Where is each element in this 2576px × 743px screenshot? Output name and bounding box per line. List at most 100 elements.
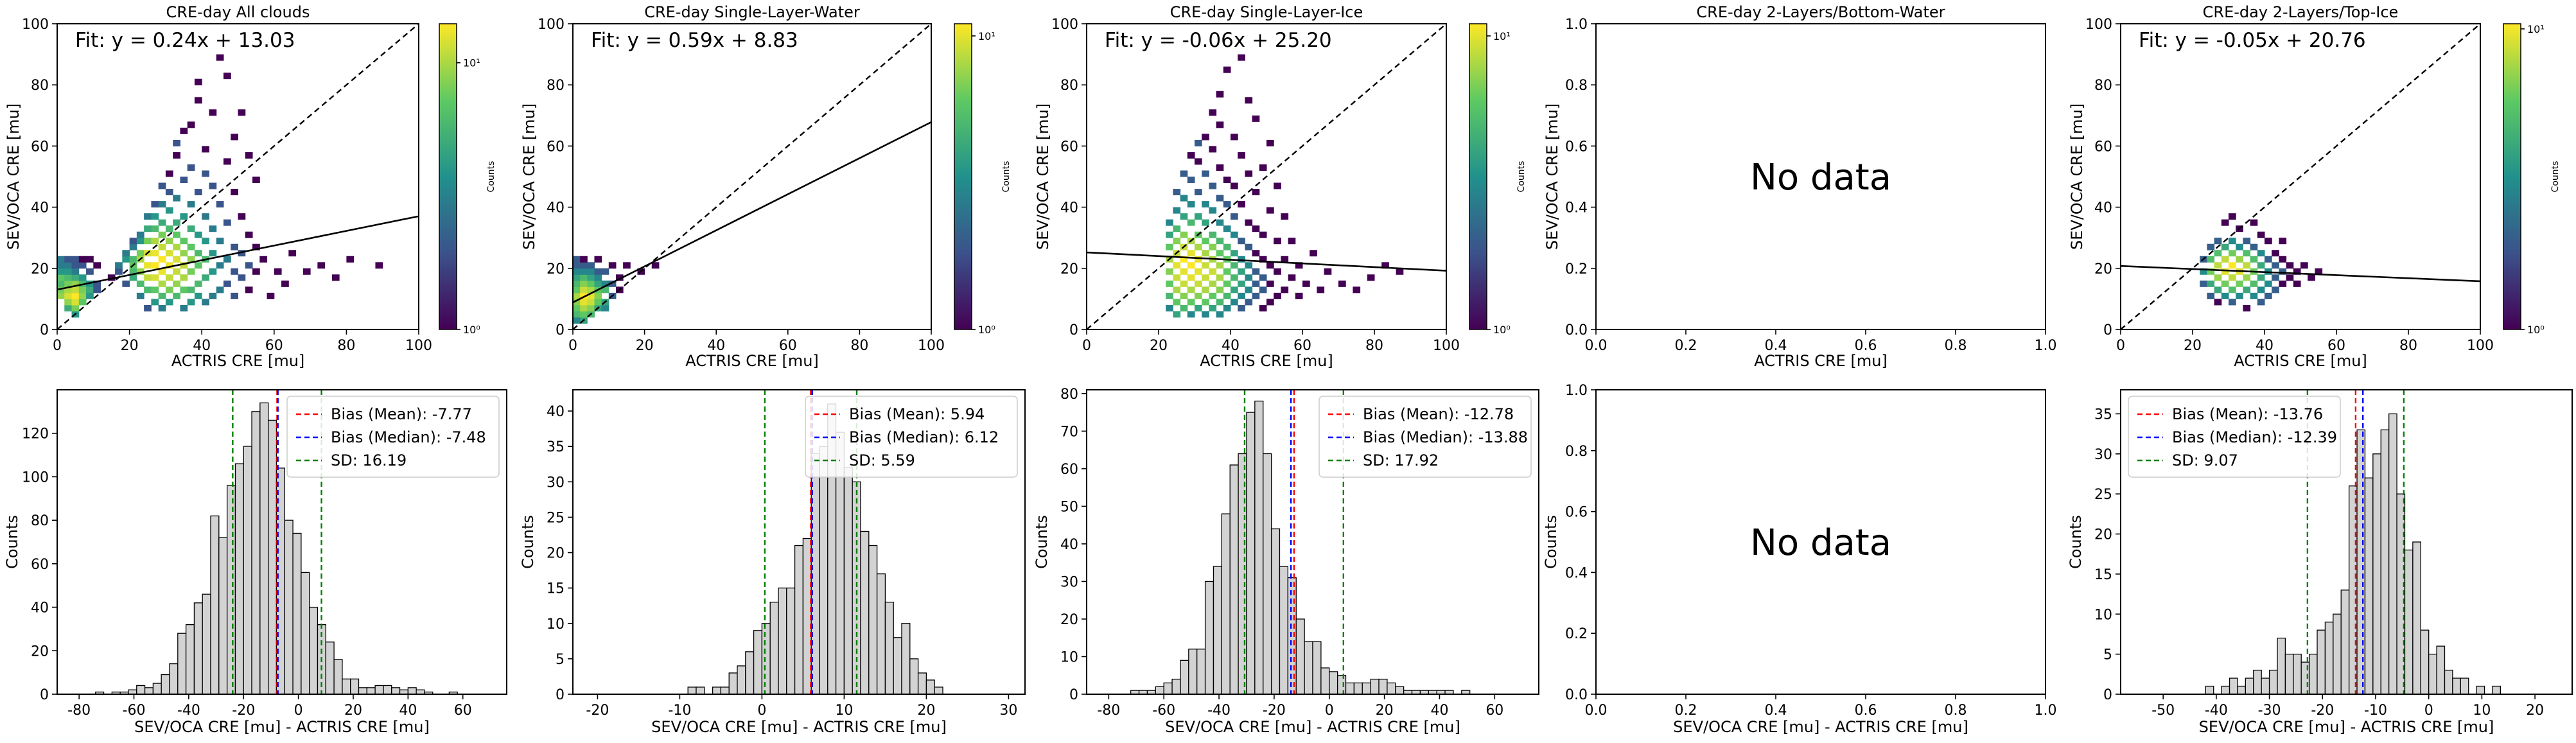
y-tick-label: 0.8 xyxy=(1565,444,1588,460)
heatmap-cell xyxy=(1209,268,1217,275)
histogram-bar xyxy=(1270,528,1281,695)
histogram-bar xyxy=(2428,653,2437,695)
heatmap-cell xyxy=(209,268,217,275)
panel-hist-sli: Bias (Mean): -12.78 Bias (Median): -13.88… xyxy=(1033,387,1539,736)
heatmap-cell xyxy=(122,280,130,287)
y-tick-label: 0 xyxy=(2103,687,2112,703)
colorbar-gradient xyxy=(954,23,972,330)
heatmap-cell xyxy=(1216,91,1224,98)
y-tick-label: 0 xyxy=(2103,322,2112,338)
x-tick-label: 0 xyxy=(2424,703,2433,719)
histogram-bar xyxy=(2221,685,2230,695)
heatmap-cell xyxy=(580,292,588,299)
heatmap-cell xyxy=(1245,97,1253,104)
heatmap-cells xyxy=(57,54,383,318)
heatmap-cell xyxy=(2257,250,2265,257)
heatmap-cell xyxy=(202,238,209,245)
heatmap-cell xyxy=(173,256,180,263)
heatmap-cell xyxy=(1187,250,1195,257)
x-axis-label: ACTRIS CRE [mu] xyxy=(171,352,305,370)
y-tick-label: 10 xyxy=(547,616,565,633)
y-tick-label: 0.4 xyxy=(1565,200,1588,216)
heatmap-cell xyxy=(1302,280,1310,287)
heatmap-cell xyxy=(1245,243,1253,250)
heatmap-cell xyxy=(1209,280,1217,287)
heatmap-cell xyxy=(238,109,246,116)
x-tick-label: -40 xyxy=(1207,703,1231,719)
heatmap-cell xyxy=(1173,189,1181,196)
x-tick-label: 20 xyxy=(121,338,139,354)
heatmap-cell xyxy=(2229,213,2236,220)
histogram-bar xyxy=(1221,513,1231,695)
heatmap-cell xyxy=(587,286,595,293)
no-data-label: No data xyxy=(1750,157,1891,198)
heatmap-cell xyxy=(187,164,195,171)
heatmap-cell xyxy=(173,280,180,287)
colorbar-gradient xyxy=(1469,23,1487,330)
histogram-bar xyxy=(177,633,187,695)
histogram-bar xyxy=(1279,566,1289,695)
axes-frame xyxy=(1086,389,1539,695)
histogram-bar xyxy=(1229,464,1239,695)
heatmap-cell xyxy=(1187,201,1195,208)
heatmap-cell xyxy=(1202,170,1209,177)
heatmap-cell xyxy=(2272,262,2279,269)
heatmap-cell xyxy=(1180,213,1188,220)
heatmap-cell xyxy=(573,274,581,281)
heatmap-cell xyxy=(93,286,101,293)
x-tick-label: 0 xyxy=(2116,338,2125,354)
histogram-bar xyxy=(786,588,796,695)
heatmap-cell xyxy=(1252,268,1260,275)
y-tick-label: 0.0 xyxy=(1565,322,1588,338)
histogram-bar xyxy=(292,532,302,695)
heatmap-cell xyxy=(2257,274,2265,281)
heatmap-cell xyxy=(64,274,73,281)
heatmap-cell xyxy=(1180,304,1188,311)
heatmap-cell xyxy=(165,170,173,177)
histogram-bar xyxy=(778,588,787,695)
histogram-bar xyxy=(901,623,911,695)
y-tick-label: 0 xyxy=(1069,687,1078,703)
histogram-bar xyxy=(1180,660,1189,695)
heatmap-cell xyxy=(1317,286,1325,293)
histogram-bar xyxy=(2277,638,2286,695)
y-tick-label: 1.0 xyxy=(1565,17,1588,33)
heatmap-cell xyxy=(2250,292,2258,299)
heatmap-cell xyxy=(115,268,123,275)
heatmap-cell xyxy=(2272,250,2279,257)
x-axis-label: ACTRIS CRE [mu] xyxy=(685,352,819,370)
histogram-bar xyxy=(374,685,384,695)
legend-entry: Bias (Mean): -12.78 xyxy=(1363,405,1514,423)
histogram-bar xyxy=(737,665,746,695)
heatmap-cell xyxy=(2229,299,2236,306)
heatmap-cell xyxy=(1231,299,1238,306)
colorbar-gradient xyxy=(439,23,457,330)
heatmap-cell xyxy=(1187,219,1195,226)
histogram-bar xyxy=(1204,581,1214,695)
heatmap-cell xyxy=(580,299,588,306)
histogram-bar xyxy=(860,530,870,695)
heatmap-cell xyxy=(245,152,253,159)
heatmap-cell xyxy=(71,274,80,281)
heatmap-cell xyxy=(129,243,137,250)
histogram-bar xyxy=(251,411,261,695)
heatmap-cell xyxy=(151,201,159,208)
heatmap-cell xyxy=(587,262,595,269)
heatmap-cell xyxy=(1259,164,1267,171)
heatmap-cell xyxy=(231,134,238,141)
x-tick-label: 30 xyxy=(999,703,1017,719)
heatmap-cell xyxy=(1187,299,1195,306)
heatmap-cell xyxy=(78,286,87,293)
x-tick-label: -40 xyxy=(2205,703,2228,719)
heatmap-cell xyxy=(129,256,137,263)
panel-hist-all: Bias (Mean): -7.77 Bias (Median): -7.48 SD… xyxy=(3,389,507,736)
heatmap-cell xyxy=(1195,304,1202,311)
y-tick-label: 20 xyxy=(2094,527,2112,543)
histogram-bar xyxy=(909,658,919,695)
heatmap-cell xyxy=(158,182,166,189)
heatmap-cell xyxy=(252,177,260,184)
heatmap-cell xyxy=(209,292,217,299)
heatmap-cell xyxy=(1223,268,1231,275)
heatmap-cell xyxy=(1231,286,1238,293)
heatmap-cell xyxy=(1195,213,1202,220)
